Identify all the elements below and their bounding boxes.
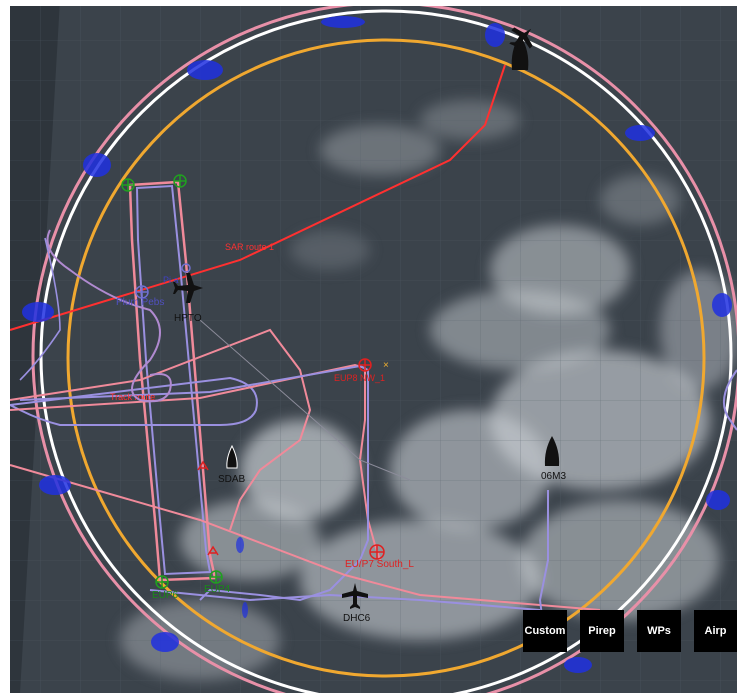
airp-button[interactable]: Airp [694,610,737,652]
track-pink-east [9,363,381,561]
waypoint-purple[interactable] [135,285,149,299]
aircraft-icon-dhc6[interactable] [342,583,368,609]
waypoint-purple-top [181,263,191,273]
waypoint-purple-top-label: Pi a [163,275,179,285]
svg-text:Track route: Track route [110,392,155,402]
frame-left-edge [0,0,10,693]
waypoint-label-eup6: EUP6 [152,590,179,601]
waypoint-label-nw: EUP8 NW_1 [334,373,386,383]
track-right-edge [722,369,737,431]
vessel-label-06m3: 06M3 [541,471,567,482]
waypoint-red-nw[interactable] [358,358,372,372]
aircraft-label-hpto: HPTO [174,313,202,324]
wps-button[interactable]: WPs [637,610,681,652]
waypoint-red-south[interactable] [369,544,385,560]
custom-button[interactable]: Custom [523,610,567,652]
flight-track-red [9,64,506,331]
waypoint-label-south: EU/P7 South_L [345,559,414,570]
waypoint-label-purple: Plum Pebs [116,297,165,308]
track-loop-left-2 [19,237,61,381]
waypoint-label-eup4: EUP4 [204,584,231,595]
frame-top-edge [0,0,737,6]
vessel-icon-sdab[interactable] [226,444,238,469]
blue-station-markers [22,16,732,673]
track-diagonal-grey [199,319,411,481]
pirep-button[interactable]: Pirep [580,610,624,652]
survey-track-pink [128,180,217,582]
track-diagonal-pink [9,464,601,611]
track-diagonal-purple [149,589,541,611]
inner-range-ring-orange [66,38,706,678]
track-loop-left [46,229,172,403]
aircraft-label-dhc6: DHC6 [343,613,371,624]
track-purple-east [19,364,369,602]
svg-text:SAR route 1: SAR route 1 [225,242,274,252]
survey-track-purple [135,184,212,576]
track-pink-long [9,328,312,531]
waypoint-red-small [197,460,219,556]
waypoint-yellow-x: × [383,360,389,371]
aircraft-icon-hpto[interactable] [173,273,203,303]
aircraft-icon-top[interactable] [504,20,541,57]
vessel-label-sdab: SDAB [218,474,246,485]
vessel-icon-06m3[interactable] [544,436,560,466]
waypoint-green-markers [121,174,223,589]
